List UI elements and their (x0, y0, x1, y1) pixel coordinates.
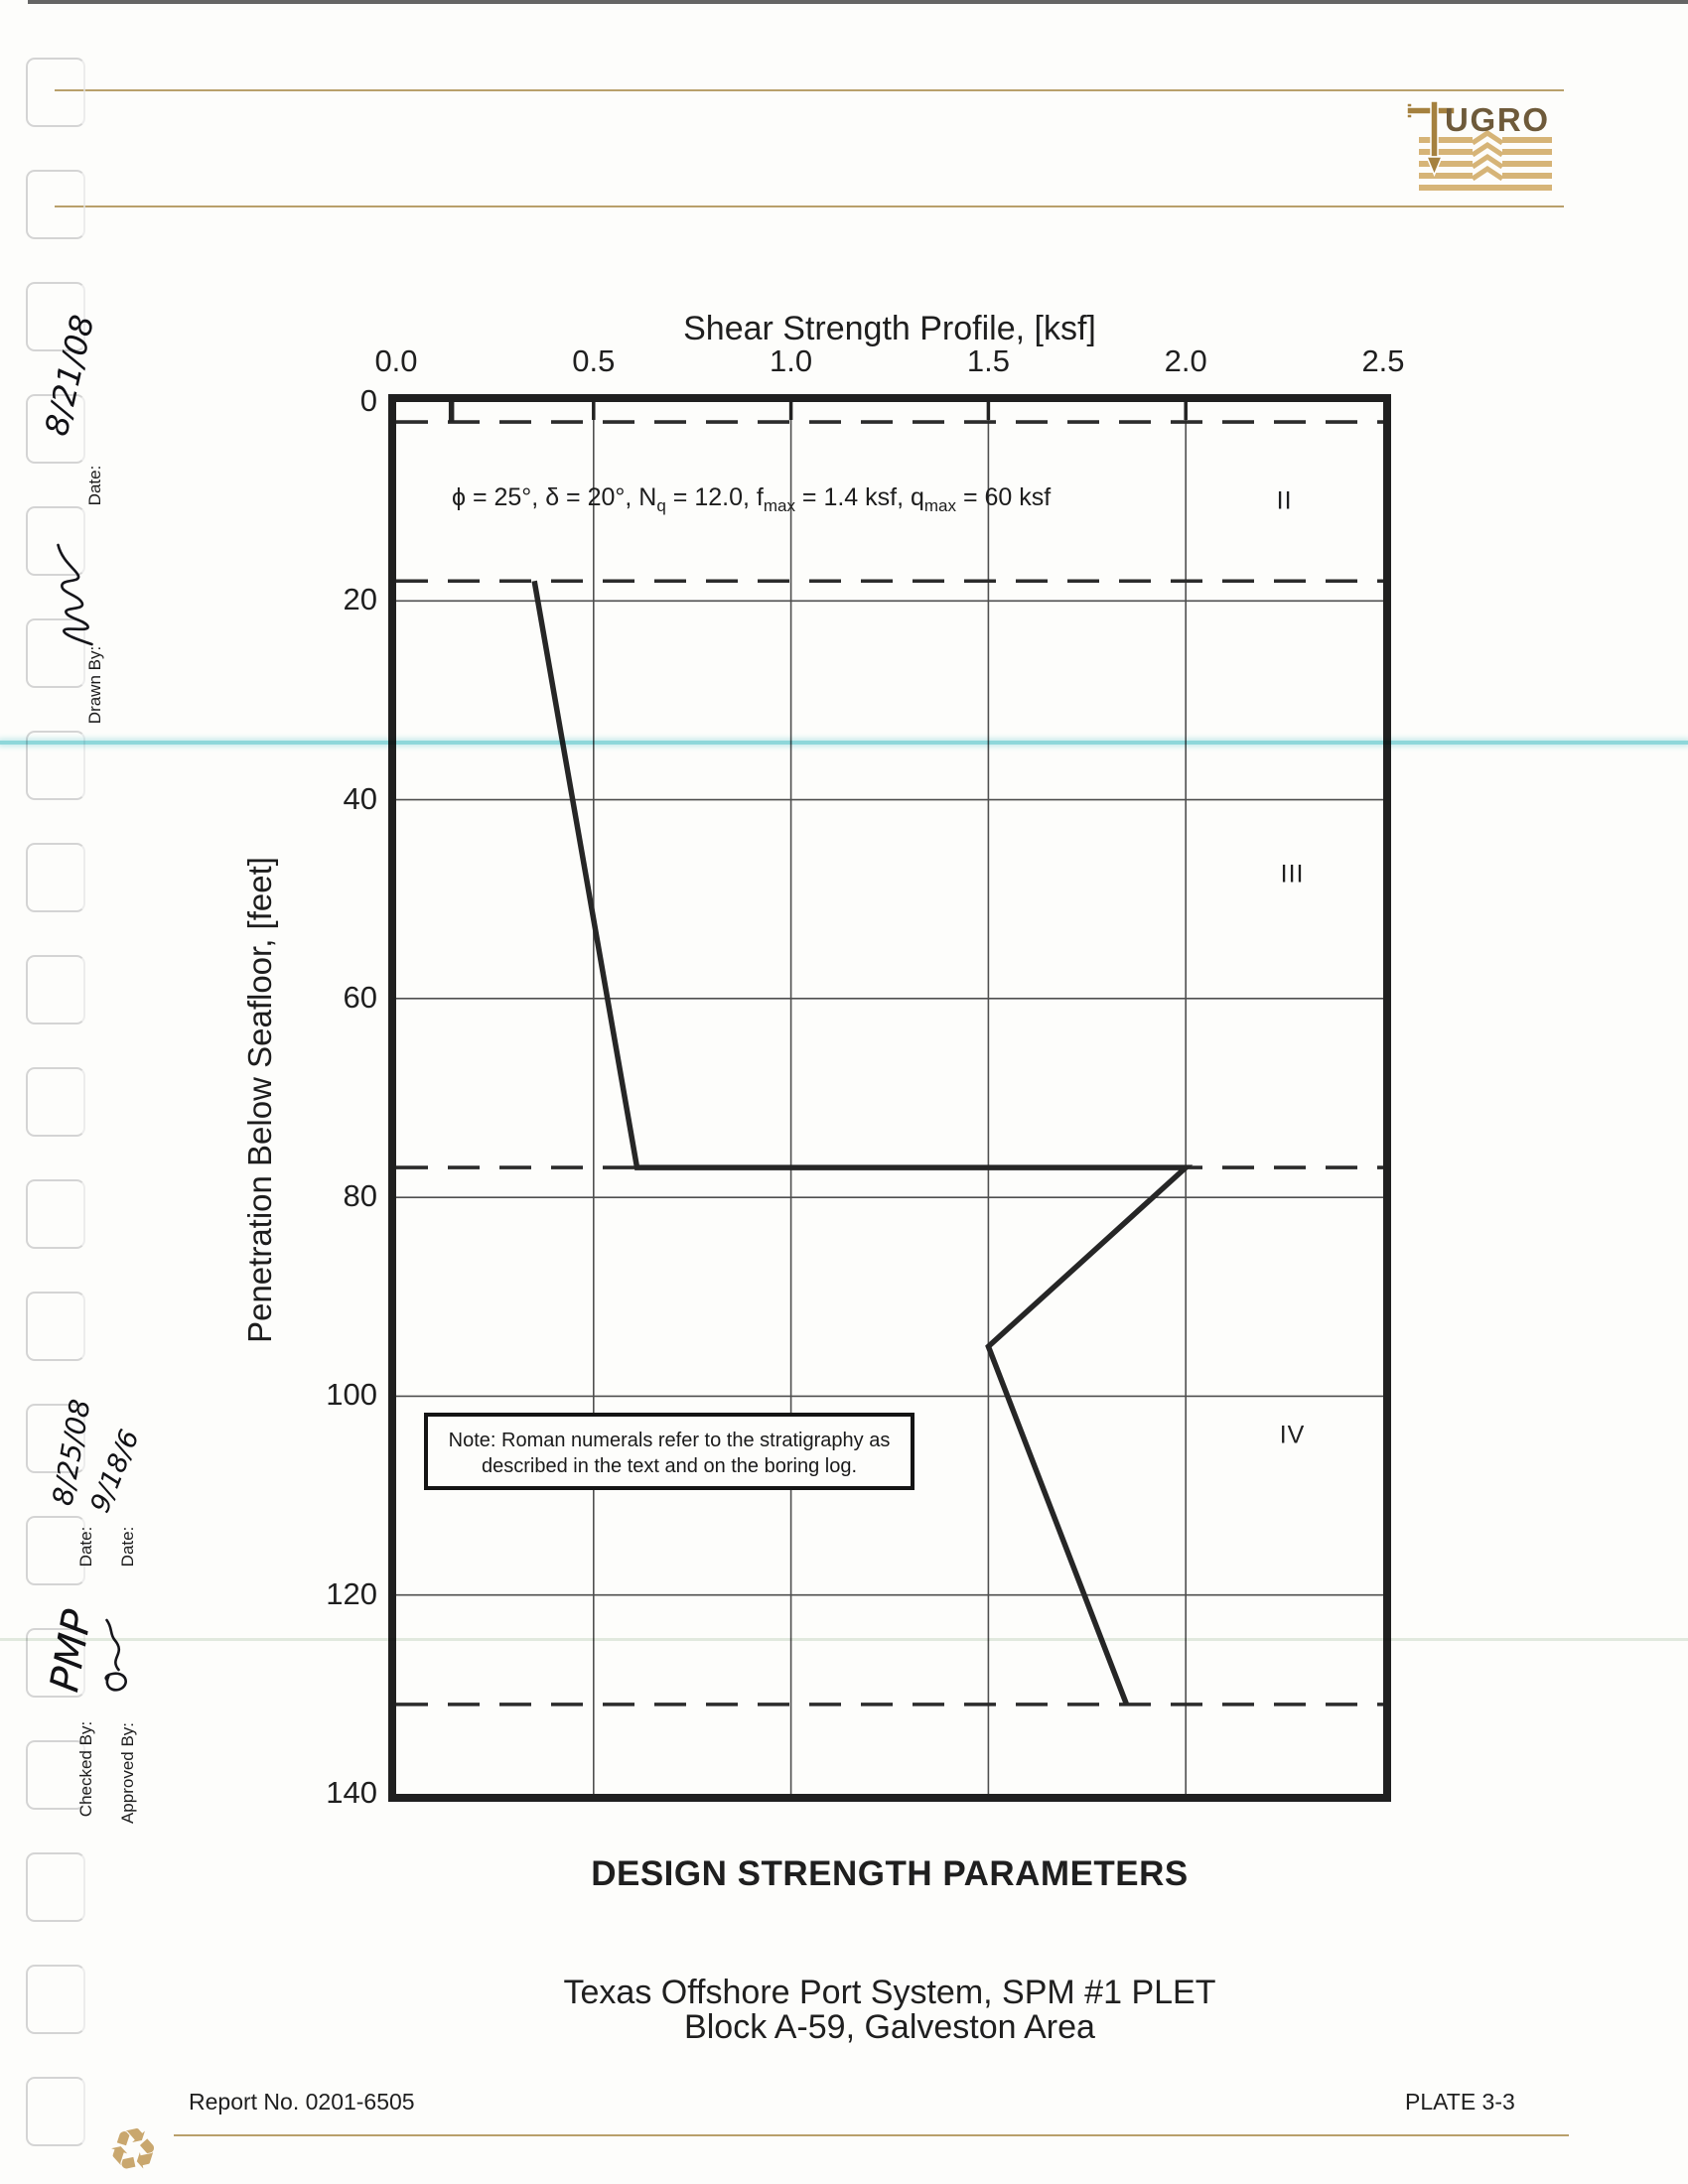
binder-hole (26, 1852, 85, 1922)
chart-title: Shear Strength Profile, [ksf] (683, 310, 1096, 347)
y-tick-label: 100 (326, 1377, 377, 1413)
design-parameters-annotation: ϕ = 25°, δ = 20°, Nq = 12.0, fmax = 1.4 … (452, 483, 1052, 515)
drawn-by-label: Drawn By: (85, 645, 104, 725)
binder-hole (26, 2077, 85, 2146)
note-line-1: Note: Roman numerals refer to the strati… (448, 1430, 891, 1451)
ruled-line-bottom (174, 2134, 1569, 2136)
report-number: Report No. 0201-6505 (189, 2089, 415, 2115)
x-tick-label: 1.5 (966, 343, 1010, 378)
logo-probe-icon (1406, 100, 1456, 177)
project-subtitle-line2: Block A-59, Galveston Area (684, 2008, 1095, 2046)
logo-wordmark: UGRO (1445, 101, 1550, 138)
binder-hole (26, 506, 85, 576)
binder-hole (26, 1067, 85, 1137)
binder-hole (26, 731, 85, 800)
approved-by-signature (97, 1614, 142, 1698)
binder-hole (26, 1740, 85, 1810)
y-tick-label: 60 (343, 979, 377, 1015)
y-tick-label: 140 (326, 1775, 377, 1810)
approved-date-value: 9/18/6 (84, 1425, 146, 1518)
binder-hole (26, 1404, 85, 1473)
checked-by-label: Checked By: (76, 1720, 95, 1818)
x-tick-label: 0.0 (374, 343, 418, 378)
binder-hole (26, 1179, 85, 1249)
approved-by-label: Approved By: (118, 1721, 137, 1825)
binder-hole (26, 1516, 85, 1585)
plot-frame (388, 394, 1391, 1802)
approved-date-label: Date: (118, 1526, 137, 1568)
plate-number: PLATE 3-3 (1405, 2089, 1515, 2115)
binder-hole (26, 1628, 85, 1698)
binder-hole (26, 1965, 85, 2034)
checked-by-value: PMP (42, 1606, 101, 1696)
x-tick-label: 0.5 (572, 343, 616, 378)
note-box: Note: Roman numerals refer to the strati… (424, 1413, 914, 1490)
drawn-by-signature (53, 539, 103, 648)
binder-hole (26, 1292, 85, 1361)
signature-scribble (57, 543, 93, 646)
faint-scan-artifact-line (0, 1638, 1688, 1641)
ruled-line-second (55, 205, 1564, 207)
y-tick-label: 40 (343, 780, 377, 816)
scan-edge-line (28, 0, 1688, 4)
binder-hole (26, 843, 85, 912)
binder-hole (26, 618, 85, 688)
y-tick-label: 80 (343, 1178, 377, 1214)
y-tick-label: 0 (359, 383, 377, 418)
recycled-paper-icon: ♻ (100, 2114, 166, 2184)
x-tick-label: 2.0 (1164, 343, 1207, 378)
binder-hole (26, 955, 85, 1024)
y-axis-title: Penetration Below Seafloor, [feet] (241, 857, 278, 1343)
y-tick-label: 20 (343, 582, 377, 617)
fugro-logo-graphic: UGRO (1406, 100, 1552, 191)
checked-date-label: Date: (76, 1526, 95, 1568)
logo-stripes (1419, 129, 1552, 191)
signature-scribble (104, 1618, 127, 1692)
fugro-logo: UGRO (1405, 89, 1556, 201)
binder-hole (26, 394, 85, 464)
shear-strength-plot (396, 402, 1383, 1794)
x-tick-label: 1.0 (770, 343, 813, 378)
drawn-date-label: Date: (85, 465, 104, 506)
note-line-2: described in the text and on the boring … (481, 1455, 858, 1477)
plate-title: DESIGN STRENGTH PARAMETERS (591, 1854, 1189, 1893)
ruled-line-top (55, 89, 1564, 91)
x-tick-label: 2.5 (1361, 343, 1405, 378)
y-tick-label: 120 (326, 1575, 377, 1611)
binder-hole (26, 170, 85, 239)
binder-hole (26, 58, 85, 127)
binder-hole (26, 282, 85, 351)
project-subtitle-line1: Texas Offshore Port System, SPM #1 PLET (563, 1974, 1216, 2011)
cyan-scan-artifact-line (0, 741, 1688, 745)
strength-profile-line (531, 580, 1194, 1706)
